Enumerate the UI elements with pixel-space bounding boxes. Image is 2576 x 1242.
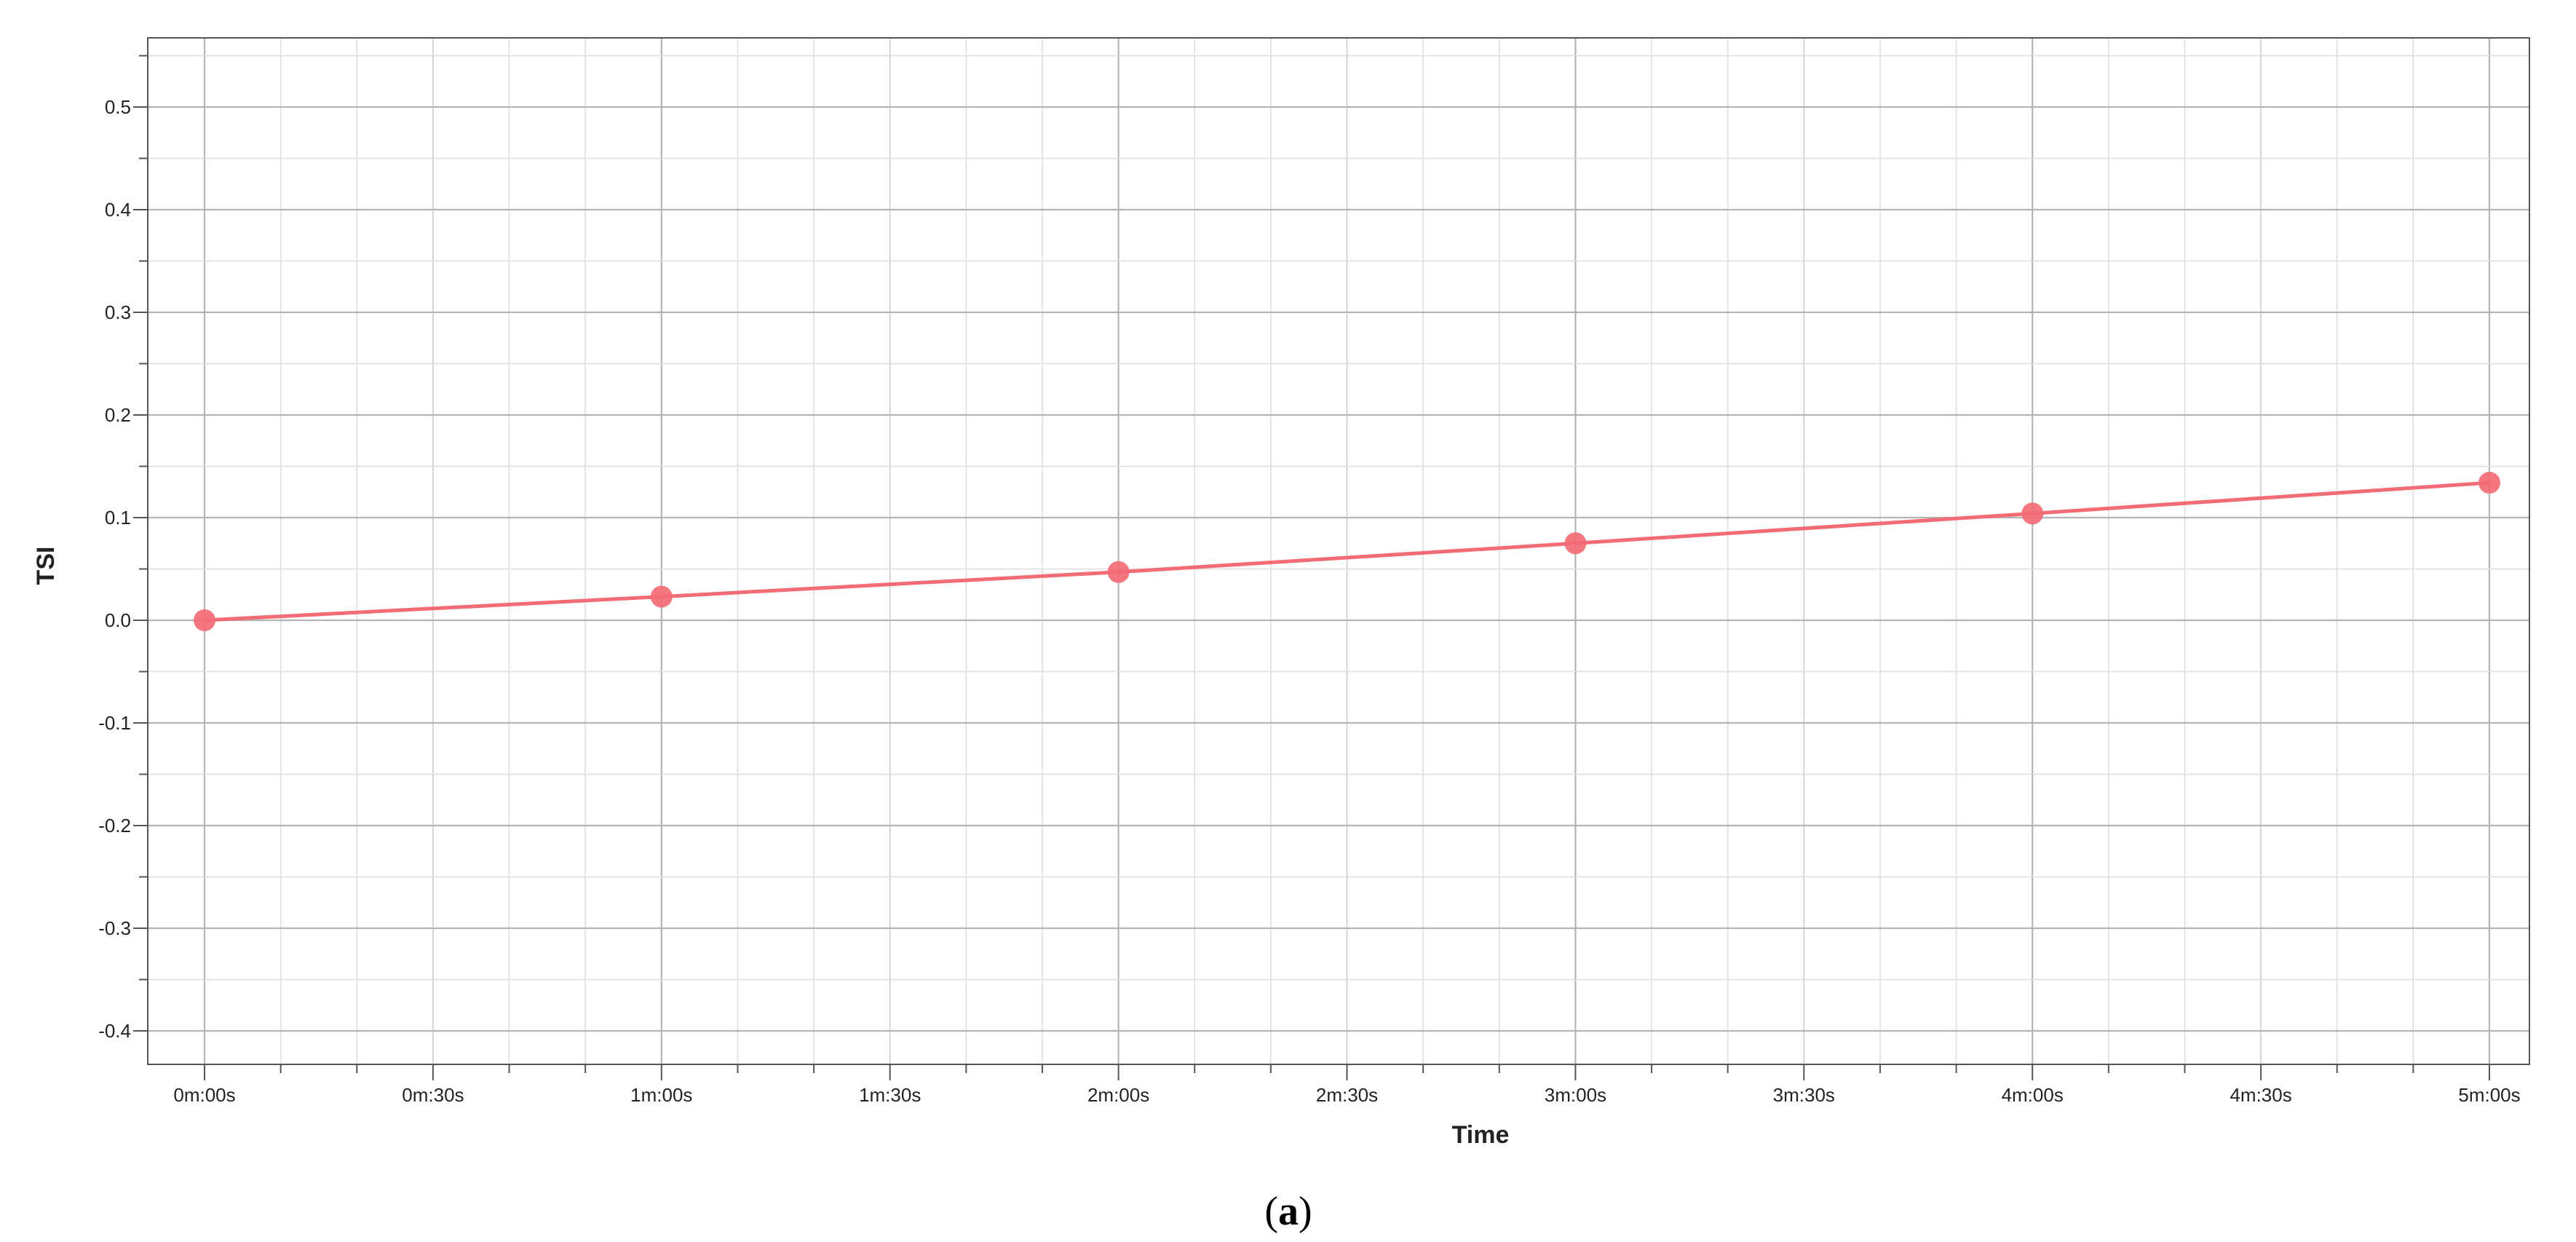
axis-ticks <box>133 55 2490 1080</box>
series-line <box>202 480 2492 622</box>
y-tick-label: 0.0 <box>105 609 131 631</box>
x-tick-label: 3m:00s <box>1545 1084 1606 1106</box>
series-layer <box>194 472 2500 631</box>
x-tick-label: 0m:00s <box>173 1084 235 1106</box>
caption-open-paren: ( <box>1264 1189 1278 1234</box>
y-tick-label: -0.2 <box>98 815 131 836</box>
y-tick-label: 0.5 <box>105 96 131 118</box>
y-tick-label: -0.3 <box>98 917 131 939</box>
y-tick-label: -0.4 <box>98 1020 131 1042</box>
y-tick-label: 0.2 <box>105 404 131 426</box>
x-axis-tick-labels: 0m:00s 0m:30s 1m:00s 1m:30s 2m:00s 2m:30s 3m:0… <box>173 1084 2520 1106</box>
y-tick-label: 0.1 <box>105 507 131 529</box>
x-tick-label: 1m:30s <box>859 1084 921 1106</box>
data-point <box>650 585 673 608</box>
data-point <box>1107 561 1130 583</box>
grid <box>148 38 2529 1064</box>
caption-close-paren: ) <box>1299 1189 1312 1234</box>
x-tick-label: 4m:30s <box>2230 1084 2291 1106</box>
data-point <box>194 609 215 631</box>
x-tick-label: 3m:30s <box>1773 1084 1835 1106</box>
y-tick-label: 0.3 <box>105 301 131 323</box>
x-tick-label: 5m:00s <box>2458 1084 2520 1106</box>
y-tick-label: 0.4 <box>105 199 131 221</box>
x-tick-label: 2m:30s <box>1316 1084 1378 1106</box>
x-tick-label: 2m:00s <box>1087 1084 1149 1106</box>
y-axis-title: TSI <box>32 547 60 585</box>
data-point <box>1564 532 1587 555</box>
data-point <box>2021 502 2044 525</box>
x-tick-label: 0m:30s <box>402 1084 464 1106</box>
caption-letter: a <box>1278 1189 1299 1234</box>
figure-caption: (a) <box>1264 1189 1312 1234</box>
plot-frame <box>147 37 2530 1065</box>
y-tick-label: -0.1 <box>98 712 131 734</box>
data-point <box>2478 472 2500 494</box>
x-axis-title: Time <box>1452 1121 1510 1149</box>
y-axis-tick-labels: 0.5 0.4 0.3 0.2 0.1 0.0 -0.1 -0.2 -0.3 -0.4 <box>98 96 131 1042</box>
x-tick-label: 1m:00s <box>630 1084 692 1106</box>
x-tick-label: 4m:00s <box>2002 1084 2064 1106</box>
